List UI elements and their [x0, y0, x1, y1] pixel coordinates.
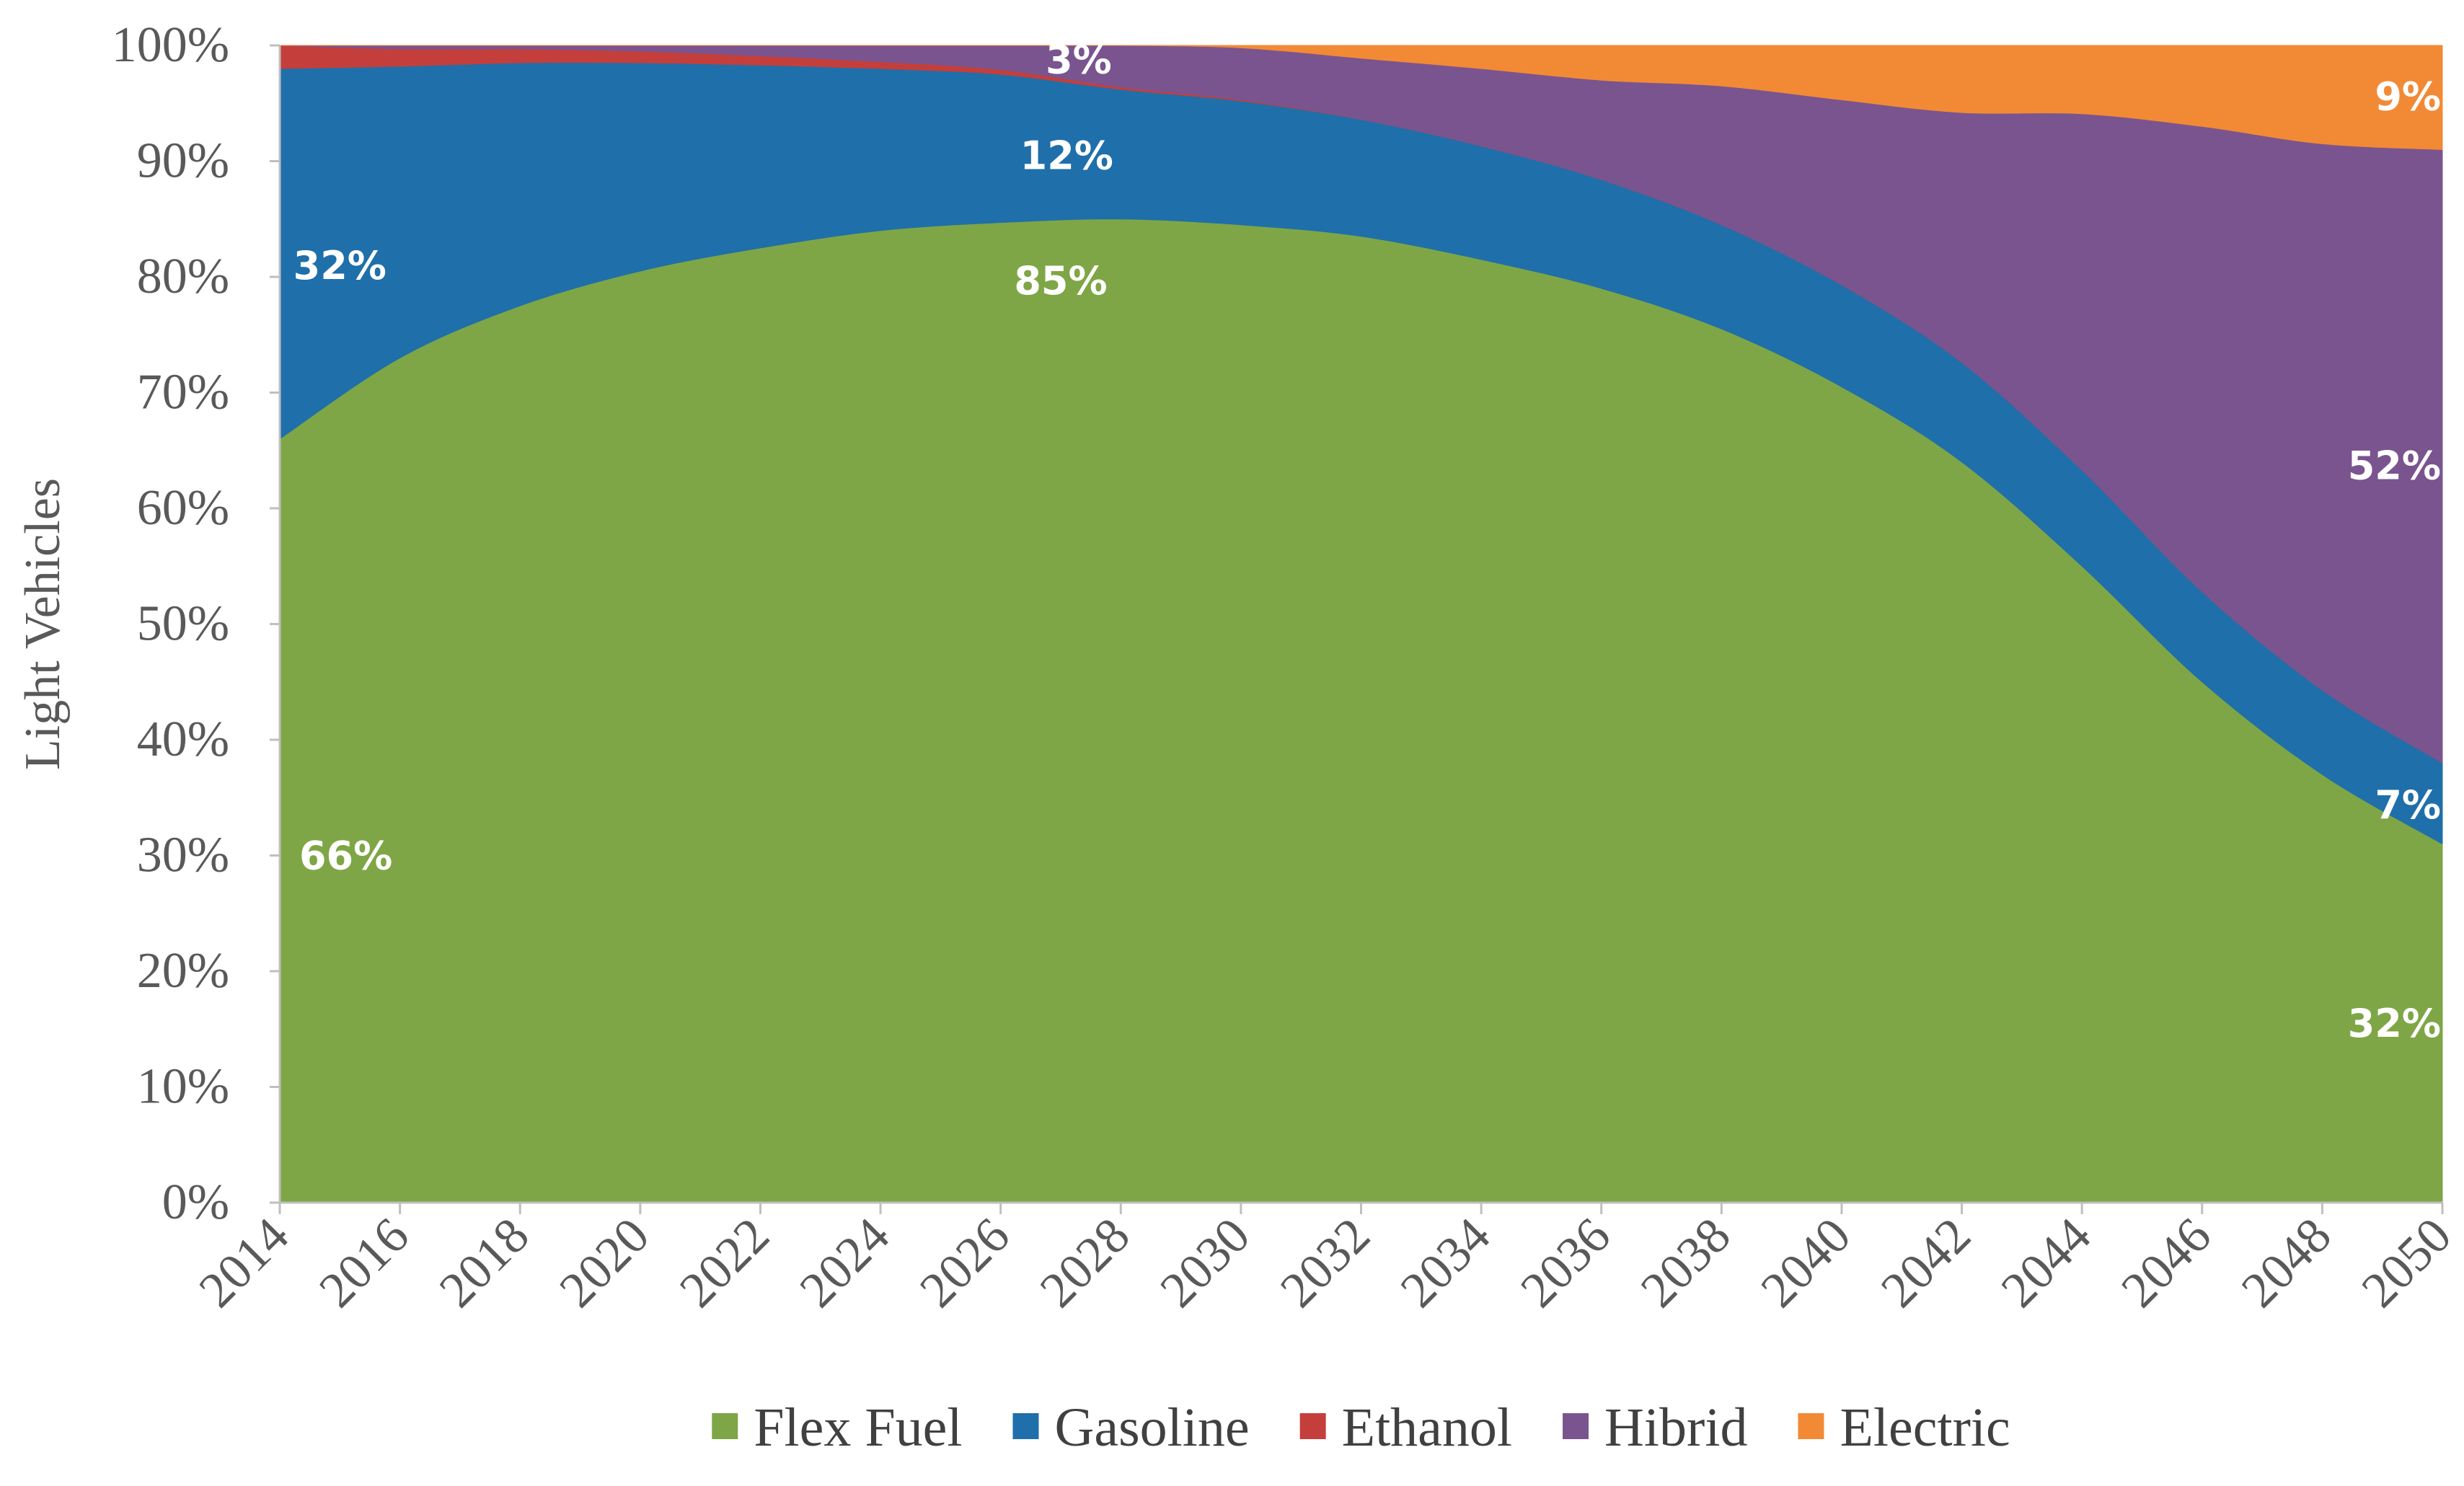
- y-tick-label: 20%: [137, 943, 229, 999]
- data-label-flex-fuel: 66%: [299, 833, 392, 879]
- legend-label-hibrid: Hibrid: [1604, 1397, 1747, 1458]
- y-tick-label: 90%: [137, 133, 229, 189]
- x-tick-label: 2032: [1270, 1208, 1380, 1318]
- y-tick-label: 80%: [137, 249, 229, 304]
- legend-swatch-gasoline: [1012, 1413, 1039, 1439]
- x-tick-label: 2040: [1751, 1208, 1861, 1318]
- x-tick-label: 2036: [1511, 1208, 1621, 1318]
- x-tick-label: 2026: [910, 1208, 1020, 1318]
- legend-item-hibrid: Hibrid: [1563, 1397, 1747, 1458]
- data-label-gasoline: 7%: [2375, 782, 2441, 828]
- data-label-hibrid: 52%: [2348, 443, 2441, 489]
- data-label-electric: 9%: [2375, 74, 2441, 120]
- legend-label-gasoline: Gasoline: [1054, 1397, 1249, 1458]
- legend-swatch-hibrid: [1563, 1413, 1589, 1439]
- y-tick-label: 100%: [112, 17, 229, 73]
- legend-item-electric: Electric: [1798, 1397, 2010, 1458]
- legend: Flex Fuel Gasoline Ethanol Hibrid Electric: [712, 1397, 2010, 1458]
- x-tick-label: 2016: [309, 1208, 419, 1318]
- y-tick-label: 0%: [162, 1175, 229, 1230]
- x-tick-label: 2050: [2352, 1208, 2462, 1318]
- x-tick-label: 2018: [429, 1208, 539, 1318]
- y-tick-label: 70%: [137, 365, 229, 420]
- data-labels: 32% 66% 3% 12% 85% 9% 52% 7% 32%: [293, 37, 2441, 1046]
- legend-swatch-electric: [1798, 1413, 1824, 1439]
- x-tick-label: 2042: [1871, 1208, 1981, 1318]
- data-label-flex-fuel: 32%: [2348, 1001, 2441, 1046]
- data-label-flex-fuel: 85%: [1014, 258, 1107, 304]
- legend-label-flex-fuel: Flex Fuel: [754, 1397, 962, 1458]
- data-label-gasoline: 32%: [293, 243, 387, 288]
- x-tick-label: 2028: [1030, 1208, 1140, 1318]
- legend-item-flex-fuel: Flex Fuel: [712, 1397, 962, 1458]
- x-tick-label: 2046: [2111, 1208, 2222, 1318]
- data-label-gasoline: 12%: [1020, 133, 1113, 178]
- y-tick-label: 10%: [137, 1059, 229, 1115]
- x-tick-label: 2022: [669, 1208, 780, 1318]
- area-electric: [280, 45, 2443, 151]
- y-axis-title: Light Vehicles: [15, 478, 71, 770]
- legend-swatch-ethanol: [1299, 1413, 1326, 1439]
- x-tick-label: 2020: [549, 1208, 660, 1318]
- x-tick-label: 2024: [790, 1208, 900, 1318]
- plot-area: [279, 45, 2443, 1203]
- legend-swatch-flex-fuel: [712, 1413, 738, 1439]
- legend-item-gasoline: Gasoline: [1012, 1397, 1250, 1458]
- legend-label-electric: Electric: [1840, 1397, 2010, 1458]
- x-tick-label: 2038: [1630, 1208, 1741, 1318]
- x-tick-label: 2030: [1150, 1208, 1260, 1318]
- y-tick-label: 40%: [137, 712, 229, 767]
- x-tick-label: 2048: [2231, 1208, 2341, 1318]
- x-tick-label: 2034: [1390, 1208, 1501, 1318]
- y-tick-label: 30%: [137, 828, 229, 883]
- legend-label-ethanol: Ethanol: [1342, 1397, 1512, 1458]
- y-tick-label: 60%: [137, 480, 229, 536]
- y-tick-label: 50%: [137, 596, 229, 652]
- x-tick-label: 2044: [1991, 1208, 2101, 1318]
- data-label-hibrid: 3%: [1046, 37, 1112, 82]
- legend-item-ethanol: Ethanol: [1299, 1397, 1512, 1458]
